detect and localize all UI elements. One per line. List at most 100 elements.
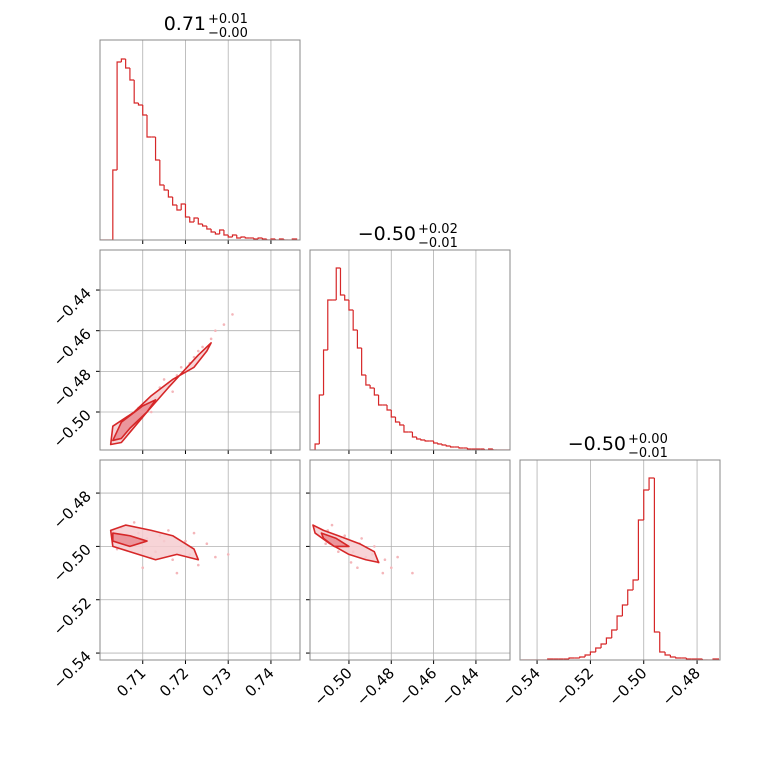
histogram-bin (210, 229, 216, 233)
histogram-bin (403, 425, 409, 433)
panel-frame (99, 459, 301, 661)
panel-title-lower: −0.00 (208, 26, 248, 41)
histogram-bin (253, 238, 259, 240)
histogram-bin (172, 197, 177, 206)
point (171, 390, 174, 393)
point (192, 355, 196, 359)
point (184, 539, 187, 543)
histogram-bin (432, 441, 438, 444)
x-tick-label: −0.54 (499, 664, 544, 709)
histogram-bin (133, 80, 139, 104)
panel-title-lower: −0.01 (628, 446, 668, 461)
histogram-bin (466, 448, 472, 450)
point (141, 566, 145, 570)
histogram-bin (240, 236, 246, 238)
panel-title-upper: +0.00 (628, 432, 668, 447)
y-tick-label: −0.52 (50, 594, 95, 639)
x-tick-label: −0.48 (659, 664, 704, 709)
histogram-bin (129, 68, 135, 81)
x-tick-label: −0.48 (353, 664, 398, 709)
point (231, 313, 234, 316)
histogram-bin (335, 267, 341, 300)
histogram-bin (643, 489, 650, 520)
histogram-bin (206, 226, 212, 230)
y-tick-label: −0.50 (50, 406, 95, 451)
histogram-bin (365, 375, 371, 386)
panel-frame (519, 459, 721, 661)
histogram-bin (685, 658, 692, 660)
histogram-bin (373, 388, 379, 396)
histogram-bin (339, 268, 345, 296)
histogram-bin (159, 160, 165, 186)
point (411, 571, 414, 575)
histogram-bin (449, 446, 455, 448)
point (396, 555, 399, 559)
panel-title-main: 0.71 (164, 13, 206, 35)
panel-title-lower: −0.01 (418, 236, 458, 251)
histogram-bin (627, 589, 634, 605)
point (162, 378, 166, 381)
histogram-bin (675, 657, 682, 659)
point (149, 410, 153, 414)
point (226, 553, 230, 556)
point (222, 323, 226, 326)
point (167, 529, 170, 532)
histogram-bin (231, 234, 237, 237)
histogram-bin (424, 440, 430, 442)
histogram-bin (189, 217, 195, 223)
panel-frame (99, 249, 301, 451)
histogram-bin (589, 651, 596, 655)
histogram-bin (394, 417, 400, 423)
histogram-bin (120, 58, 126, 62)
panel: 0.71 +0.01−0.00 (99, 12, 301, 244)
histogram-bin (390, 410, 396, 418)
point (205, 542, 209, 546)
histogram-bin (669, 655, 676, 658)
histogram-bin (318, 394, 324, 444)
panel-frame (309, 459, 511, 661)
panel-title-upper: +0.01 (208, 12, 248, 27)
point (209, 337, 213, 341)
histogram-bin (266, 239, 271, 240)
histogram-bin (445, 445, 451, 447)
panel: −0.50 +0.02−0.01 (309, 222, 511, 454)
x-tick-label: −0.52 (552, 664, 597, 709)
histogram (310, 267, 510, 450)
point (196, 349, 200, 353)
histogram-bin (399, 422, 404, 426)
x-tick-label: −0.50 (605, 664, 650, 709)
histogram-bin (600, 643, 607, 648)
point (132, 521, 136, 524)
histogram-bin (648, 477, 655, 490)
histogram-bin (584, 654, 591, 657)
histogram-bin (579, 656, 586, 658)
y-tick-label: −0.48 (50, 487, 95, 532)
panel: −0.50−0.48−0.46−0.44 (306, 459, 511, 709)
histogram-bin (437, 443, 443, 445)
histogram-bin (184, 204, 190, 218)
point (171, 558, 174, 562)
point (381, 571, 385, 575)
contour (112, 532, 148, 548)
histogram-bin (197, 218, 203, 225)
y-tick-label: −0.46 (50, 325, 95, 370)
point (360, 537, 363, 540)
histogram-bin (223, 230, 229, 236)
histogram-bin (283, 239, 289, 240)
histogram-bin (257, 237, 263, 239)
histogram-bin (416, 437, 421, 440)
x-tick-label: 0.74 (241, 664, 277, 700)
x-tick-label: −0.46 (395, 664, 440, 709)
panel: −0.44−0.46−0.48−0.50 (50, 249, 301, 454)
point (196, 563, 200, 567)
y-tick-label: −0.54 (50, 647, 95, 692)
histogram-bin (274, 239, 280, 240)
point (343, 534, 347, 538)
histogram-bin (664, 652, 671, 656)
histogram-bin (227, 235, 233, 238)
histogram-bin (653, 478, 660, 633)
histogram-bin (605, 637, 612, 644)
panel: −0.54 −0.52 −0.50 −0.48−0.50 +0.00−0.01 (499, 432, 721, 709)
histogram-bin (244, 237, 250, 239)
x-tick-label: 0.72 (156, 664, 192, 700)
